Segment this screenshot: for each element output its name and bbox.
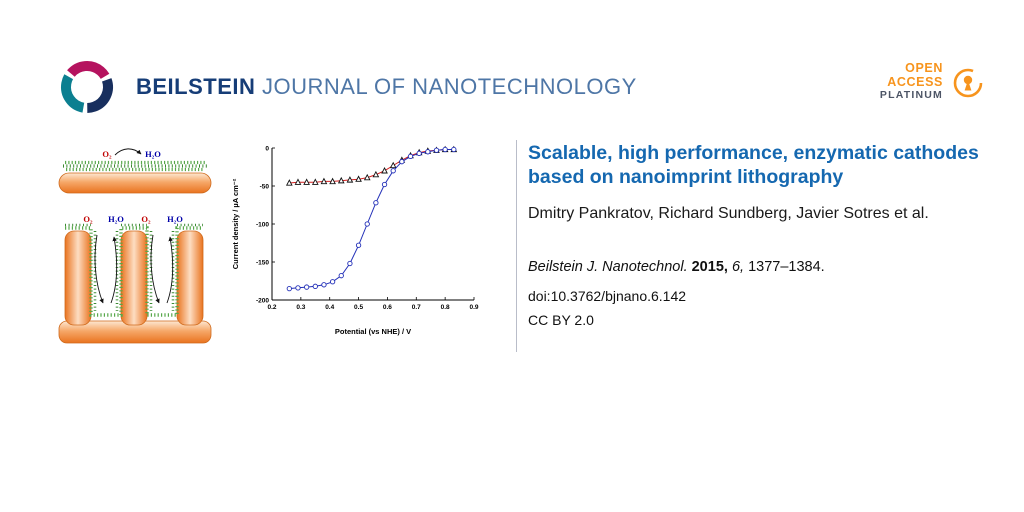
voltammogram-chart: 0.2 0.3 0.4 0.5 0.6 0.7 0.8 0.9 0 -50 -100 -150 -200… bbox=[228, 140, 484, 338]
open-access-line3: PLATINUM bbox=[879, 89, 943, 101]
svg-text:-200: -200 bbox=[256, 297, 269, 304]
o2-in-arrow bbox=[150, 234, 160, 304]
citation-pages: 1377–1384. bbox=[748, 258, 825, 275]
open-access-badge: OPEN ACCESS PLATINUM bbox=[879, 61, 986, 101]
svg-text:0.5: 0.5 bbox=[354, 304, 363, 311]
electrode-schematic: O₂ H₂O O₂ H₂O O₂ H₂O bbox=[55, 143, 220, 355]
h2o-label: H₂O bbox=[167, 214, 183, 224]
svg-text:-150: -150 bbox=[256, 259, 269, 266]
vertical-divider bbox=[516, 140, 517, 352]
h2o-out-arrow bbox=[110, 236, 118, 304]
h2o-out-arrow bbox=[166, 236, 174, 304]
svg-text:0.4: 0.4 bbox=[325, 304, 334, 311]
citation-year: 2015, bbox=[687, 258, 732, 275]
o2-label: O₂ bbox=[141, 214, 151, 224]
open-access-line2: ACCESS bbox=[887, 74, 943, 89]
o2-label: O₂ bbox=[83, 214, 93, 224]
svg-text:0.9: 0.9 bbox=[469, 304, 478, 311]
svg-text:0.3: 0.3 bbox=[296, 304, 305, 311]
beilstein-logo-icon bbox=[58, 58, 116, 116]
journal-title: BEILSTEIN JOURNAL OF NANOTECHNOLOGY bbox=[136, 74, 637, 100]
svg-text:0.8: 0.8 bbox=[441, 304, 450, 311]
svg-text:0.7: 0.7 bbox=[412, 304, 421, 311]
citation-volume: 6, bbox=[731, 258, 749, 275]
o2-in-arrow bbox=[94, 234, 104, 304]
nanostructured-electrode: O₂ H₂O O₂ H₂O bbox=[58, 214, 212, 344]
o2-label: O₂ bbox=[102, 149, 112, 159]
open-access-text: OPEN ACCESS PLATINUM bbox=[879, 61, 943, 101]
article-title: Scalable, high performance, enzymatic ca… bbox=[528, 142, 979, 188]
reaction-arrow bbox=[114, 148, 142, 156]
svg-text:Potential (vs NHE) / V: Potential (vs NHE) / V bbox=[335, 327, 411, 336]
svg-text:0.6: 0.6 bbox=[383, 304, 392, 311]
article-license: CC BY 2.0 bbox=[528, 311, 594, 328]
brand-beilstein: BEILSTEIN bbox=[136, 74, 256, 99]
h2o-label: H₂O bbox=[145, 149, 161, 159]
brand-journal-name: JOURNAL OF NANOTECHNOLOGY bbox=[262, 74, 637, 99]
svg-text:-100: -100 bbox=[256, 221, 269, 228]
article-citation: Beilstein J. Nanotechnol. 2015, 6, 1377–… bbox=[528, 259, 980, 275]
flat-electrode: O₂ H₂O bbox=[58, 148, 212, 194]
svg-text:Current density / µA cm⁻²: Current density / µA cm⁻² bbox=[231, 178, 240, 269]
open-lock-icon bbox=[950, 64, 986, 100]
svg-text:-50: -50 bbox=[260, 183, 270, 190]
h2o-label: H₂O bbox=[108, 214, 124, 224]
svg-text:0: 0 bbox=[265, 145, 269, 152]
svg-text:0.2: 0.2 bbox=[267, 304, 276, 311]
article-authors: Dmitry Pankratov, Richard Sundberg, Javi… bbox=[528, 204, 929, 222]
citation-journal: Beilstein J. Nanotechnol. bbox=[528, 258, 688, 275]
article-doi: doi:10.3762/bjnano.6.142 bbox=[528, 287, 687, 304]
voltammogram-svg: 0.2 0.3 0.4 0.5 0.6 0.7 0.8 0.9 0 -50 -100 -150 -200… bbox=[231, 145, 479, 336]
article-info: Scalable, high performance, enzymatic ca… bbox=[528, 142, 980, 328]
open-access-line1: OPEN bbox=[905, 61, 943, 75]
